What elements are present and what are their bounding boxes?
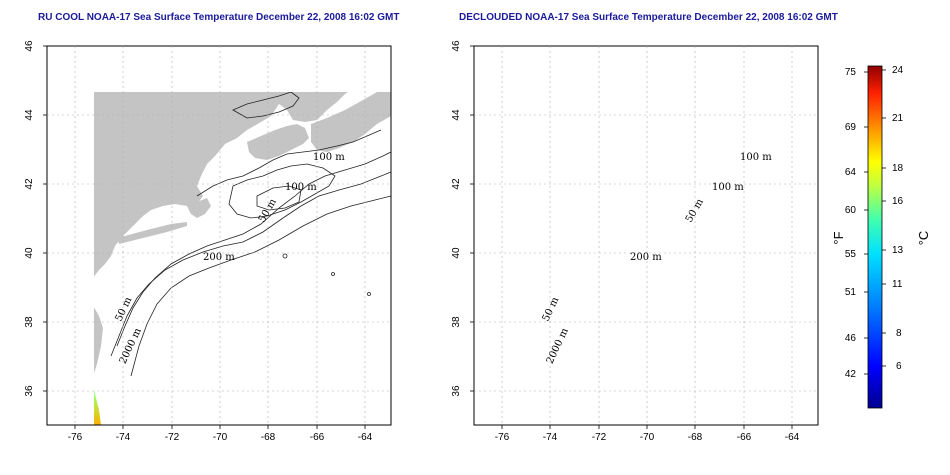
contour-label: 100 m <box>740 152 772 163</box>
colorbar-c-tick: 24 <box>892 65 904 76</box>
x-tick-label: -68 <box>688 432 703 443</box>
right-x-ticks: -76 -74 -72 -70 -68 -66 -64 <box>495 432 800 443</box>
y-tick-label: 36 <box>24 385 35 397</box>
colorbar-f-tick: 55 <box>845 249 857 260</box>
left-x-ticks: -76 -74 -72 -70 -68 -66 -64 <box>68 432 373 443</box>
colorbar-f-tick: 42 <box>845 369 857 380</box>
colorbar-c-tick: 6 <box>896 361 902 372</box>
sst-data-left <box>94 389 101 425</box>
contour-label: 200 m <box>203 252 235 263</box>
fahrenheit-unit-label: °F <box>831 231 846 244</box>
y-tick-label: 38 <box>24 316 35 328</box>
contour-label: 200 m <box>630 252 662 263</box>
y-tick-label: 46 <box>451 40 462 52</box>
contour-label: 100 m <box>313 152 345 163</box>
right-panel-title: DECLOUDED NOAA-17 Sea Surface Temperatur… <box>459 12 838 23</box>
celsius-ticks: 24 21 18 16 13 11 8 6 <box>892 65 904 372</box>
left-y-ticks: 36 38 40 42 44 46 <box>24 40 35 397</box>
x-tick-label: -70 <box>213 432 228 443</box>
fahrenheit-ticks: 75 69 64 60 55 51 46 42 <box>845 67 857 380</box>
x-tick-label: -64 <box>358 432 373 443</box>
y-tick-label: 46 <box>24 40 35 52</box>
y-tick-label: 42 <box>24 178 35 190</box>
colorbar-gradient <box>867 65 883 409</box>
y-tick-label: 42 <box>451 178 462 190</box>
y-tick-label: 36 <box>451 385 462 397</box>
colorbar-c-tick: 13 <box>892 245 904 256</box>
colorbar-f-tick: 69 <box>845 122 857 133</box>
contour-label: 100 m <box>285 182 317 193</box>
colorbar-f-tick: 64 <box>845 167 857 178</box>
colorbar-c-tick: 11 <box>892 279 903 290</box>
y-tick-label: 40 <box>451 247 462 259</box>
x-tick-label: -66 <box>737 432 752 443</box>
colorbar-c-tick: 21 <box>892 113 904 124</box>
x-tick-label: -76 <box>68 432 83 443</box>
x-tick-label: -72 <box>165 432 180 443</box>
colorbar: 75 69 64 60 55 51 46 42 24 21 18 16 13 1… <box>831 65 931 409</box>
celsius-unit-label: °C <box>916 231 931 246</box>
contour-label: 100 m <box>712 182 744 193</box>
x-tick-label: -74 <box>543 432 558 443</box>
x-tick-label: -72 <box>592 432 607 443</box>
colorbar-f-tick: 46 <box>845 333 857 344</box>
y-tick-label: 44 <box>451 109 462 121</box>
right-map-panel: 100 m 100 m 50 m 200 m 50 m 2000 m -76 -… <box>451 40 819 443</box>
x-tick-label: -74 <box>116 432 131 443</box>
x-tick-label: -64 <box>785 432 800 443</box>
x-tick-label: -66 <box>310 432 325 443</box>
left-map-panel: 100 m 100 m 50 m 200 m 50 m 2000 m -76 -… <box>24 40 392 443</box>
x-tick-label: -76 <box>495 432 510 443</box>
y-tick-label: 44 <box>24 109 35 121</box>
colorbar-f-tick: 60 <box>845 205 857 216</box>
right-y-ticks: 36 38 40 42 44 46 <box>451 40 462 397</box>
x-tick-label: -68 <box>261 432 276 443</box>
colorbar-c-tick: 8 <box>896 328 902 339</box>
colorbar-f-tick: 51 <box>845 287 857 298</box>
colorbar-f-tick: 75 <box>845 67 857 78</box>
y-tick-label: 40 <box>24 247 35 259</box>
left-gridlines <box>47 46 391 425</box>
y-tick-label: 38 <box>451 316 462 328</box>
colorbar-c-tick: 18 <box>892 163 904 174</box>
x-tick-label: -70 <box>640 432 655 443</box>
colorbar-c-tick: 16 <box>892 196 904 207</box>
right-gridlines <box>474 46 818 425</box>
left-panel-title: RU COOL NOAA-17 Sea Surface Temperature … <box>38 12 400 23</box>
